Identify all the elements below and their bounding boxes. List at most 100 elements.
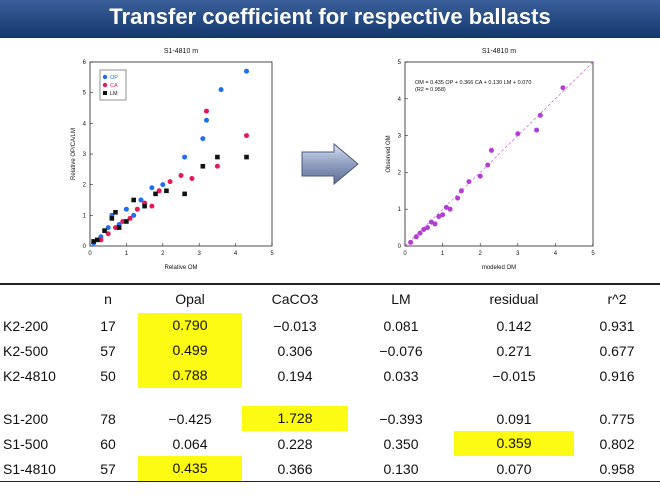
data-point-ca [105,231,111,237]
table-spacer-row [0,388,660,406]
x-tick-label: 4 [554,251,558,257]
header-residual: residual [454,283,574,313]
data-point-om [443,204,449,210]
cell-n: 50 [100,367,116,384]
header-n: n [78,283,138,313]
scatter-chart-observed-vs-modeled: S1-4810 m 0 1 2 3 4 5 0 1 2 3 4 5 modeled OM Observed … [386,48,595,271]
data-point-ca [167,179,173,185]
data-point-op [244,68,250,74]
y-tick-label: 6 [83,60,87,66]
data-point-om [477,173,483,179]
data-point-ca [134,206,140,212]
cell-residual: 0.091 [496,410,532,427]
data-point-om [413,234,419,240]
cell-caco3: −0.013 [273,317,317,334]
data-point-lm [94,237,100,243]
cell-residual-highlighted: 0.359 [454,431,574,456]
cell-lm: 0.081 [383,317,419,334]
table-row: S1-200 78 −0.425 1.728 −0.393 0.091 0.77… [0,406,660,431]
data-point-ca [156,188,162,194]
data-point-lm [131,197,136,203]
y-tick-label: 5 [398,60,402,66]
cell-caco3-highlighted: 1.728 [242,406,348,431]
row-label: S1-500 [3,435,49,452]
legend-marker [102,74,108,80]
scatter-chart-relative: S1-4810 m 0 1 2 3 4 5 0 1 2 3 4 5 6 Relative OM Relativ… [71,48,274,271]
data-point-om [537,112,543,118]
data-point-ca [120,218,126,224]
y-tick-label: 4 [398,97,402,103]
cell-lm: 0.350 [383,435,419,452]
cell-caco3: 0.194 [277,367,313,384]
data-point-ca [127,215,133,221]
row-label: S1-4810 [0,456,78,482]
data-point-lm [153,191,158,197]
data-point-om [425,225,431,231]
cell-r2: 0.775 [599,410,635,427]
data-point-lm [164,188,169,194]
x-tick-label: 2 [479,251,483,257]
data-point-om [436,214,442,220]
cell-r2: 0.931 [599,317,635,334]
legend-marker [102,82,108,88]
data-point-lm [244,154,249,160]
cell-r2: 0.677 [599,342,635,359]
data-point-op [149,185,155,191]
x-tick-label: 0 [403,251,407,257]
cell-lm: −0.393 [379,410,423,427]
data-point-om [455,195,461,201]
data-point-op [200,136,206,142]
data-point-lm [113,209,118,215]
cell-value: 0.788 [138,363,242,388]
y-axis-label: Relative OP/CA/LM [71,128,77,180]
cell-n: 57 [78,456,138,482]
cell-lm: 0.130 [348,456,454,482]
y-tick-label: 0 [83,244,87,250]
data-point-om [466,179,472,185]
legend-marker [103,91,107,95]
data-point-lm [109,216,115,221]
cell-opal: 0.064 [172,435,208,452]
data-point-op [218,87,224,93]
cell-r2: 0.802 [599,435,635,452]
cell-opal-highlighted: 0.435 [138,456,242,482]
data-point-op [138,197,144,203]
y-tick-label: 5 [83,91,87,97]
cell-value: 0.435 [138,456,242,481]
data-point-op [131,212,137,218]
data-point-om [458,188,464,194]
header-label [0,283,78,313]
y-tick-label: 1 [398,207,402,213]
data-point-om [428,219,434,225]
data-point-om [432,221,438,227]
data-point-ca [203,108,209,114]
chart-title: S1-4810 m [164,48,198,55]
cell-opal: −0.425 [168,410,212,427]
data-point-ca [149,203,155,209]
cell-opal-highlighted: 0.788 [138,363,242,388]
cell-value: 0.790 [138,313,242,338]
cell-residual: −0.015 [492,367,536,384]
data-point-ca [178,172,184,178]
table-row: S1-500 60 0.064 0.228 0.350 0.359 0.802 [0,431,660,456]
right-arrow-icon [301,142,359,186]
title-banner: Transfer coefficient for respective ball… [0,0,660,38]
cell-n: 60 [100,435,116,452]
legend-entry: CA [110,83,118,89]
header-lm: LM [348,283,454,313]
row-label: K2-500 [3,342,49,359]
x-tick-label: 1 [441,251,445,257]
data-point-om [417,230,423,236]
plot-frame [404,61,594,247]
data-point-lm [200,163,206,169]
data-point-om [485,162,491,168]
cell-caco3: 0.366 [242,456,348,482]
cell-residual: 0.070 [454,456,574,482]
table-row: K2-500 57 0.499 0.306 −0.076 0.271 0.677 [0,338,660,363]
data-point-op [105,225,111,231]
y-tick-label: 4 [83,121,87,127]
y-tick-label: 2 [83,183,87,189]
cell-n: 17 [100,317,116,334]
cell-lm: −0.076 [379,342,423,359]
cell-n: 57 [100,342,116,359]
